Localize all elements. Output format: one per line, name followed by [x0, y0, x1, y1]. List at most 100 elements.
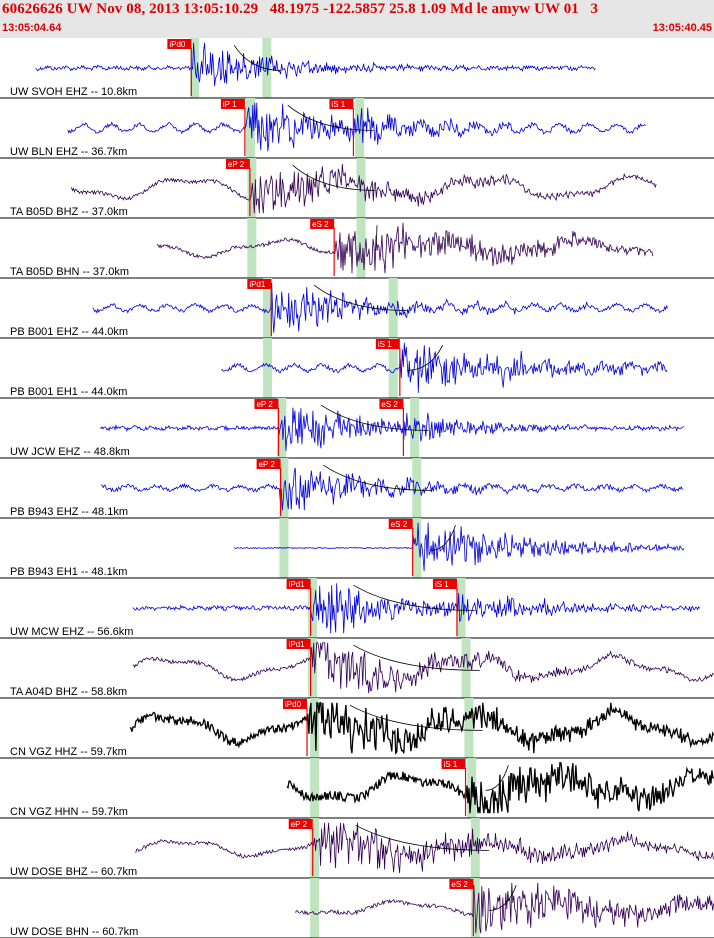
pick-label: iPd0	[169, 40, 186, 49]
pick-flag	[225, 159, 250, 169]
trace-panel: eS 2 PB B943 EH1 -- 48.1km	[0, 518, 714, 579]
waveform	[92, 282, 668, 333]
travel-time-curve	[355, 824, 490, 851]
travel-time-curve	[349, 704, 483, 731]
phase-window	[412, 458, 422, 518]
pick-flag	[449, 879, 474, 889]
phase-window	[456, 578, 466, 638]
phase-window	[410, 398, 420, 458]
waveform	[294, 882, 714, 934]
trace-panel: iP 1 iS 1 UW BLN EHZ -- 36.7km	[0, 98, 714, 159]
station-label: PB B943 EHZ -- 48.1km	[10, 506, 128, 518]
pick-label: eP 2	[228, 160, 245, 169]
station-label: UW DOSE BHN -- 60.7km	[10, 926, 138, 938]
trace-panel: iS 1 PB B001 EH1 -- 44.0km	[0, 338, 714, 399]
pick-flag	[288, 819, 313, 829]
waveform	[67, 102, 646, 152]
station-label: TA B05D BHN -- 37.0km	[10, 266, 129, 278]
pick-flag	[388, 519, 413, 529]
travel-time-curve	[489, 885, 517, 911]
travel-time-curve	[233, 44, 281, 71]
pick-flag	[254, 399, 279, 409]
travel-time-curve	[313, 284, 407, 311]
travel-time-curve	[323, 464, 431, 491]
pick-label: iS 1	[444, 760, 458, 769]
waveform	[99, 407, 684, 451]
station-label: PB B943 EH1 -- 48.1km	[10, 566, 127, 578]
waveform	[156, 222, 654, 274]
station-label: CN VGZ HHN -- 59.7km	[10, 806, 128, 818]
trace-panels: iPd0 UW SVOH EHZ -- 10.8km iP 1 iS 1 UW BLN …	[0, 38, 714, 938]
phase-window	[464, 698, 474, 758]
phase-window	[470, 818, 480, 878]
station-label: TA B05D BHZ -- 37.0km	[10, 206, 128, 218]
pick-flag	[286, 639, 311, 649]
travel-time-curve	[485, 765, 509, 791]
pick-label: eS 2	[391, 520, 408, 529]
phase-window	[263, 278, 273, 338]
phase-window	[356, 158, 366, 218]
pick-label: iP 1	[223, 100, 237, 109]
waveform	[129, 701, 714, 756]
phase-window	[388, 278, 398, 338]
pick-label: eS 2	[451, 880, 468, 889]
phase-window	[310, 698, 320, 758]
station-label: TA A04D BHZ -- 58.8km	[10, 686, 127, 698]
station-label: UW SVOH EHZ -- 10.8km	[10, 86, 137, 98]
pick-flag	[167, 39, 192, 49]
travel-time-curve	[321, 404, 429, 431]
pick-label: eP 2	[256, 400, 273, 409]
pick-flag	[329, 99, 354, 109]
waveform	[286, 762, 714, 814]
pick-label: iS 1	[378, 340, 392, 349]
end-time: 13:05:40.45	[652, 22, 712, 34]
phase-window	[310, 818, 320, 878]
pick-label: iPd0	[285, 700, 302, 709]
pick-label: eP 2	[259, 460, 276, 469]
pick-label: iPd1	[289, 640, 306, 649]
trace-panel: iPd0 CN VGZ HHZ -- 59.7km	[0, 698, 714, 759]
travel-time-curve	[374, 225, 378, 251]
phase-window	[277, 398, 287, 458]
pick-flag	[247, 279, 272, 289]
phase-window	[310, 878, 320, 938]
pick-flag	[379, 399, 404, 409]
pick-label: iS 1	[331, 100, 345, 109]
station-label: PB B001 EHZ -- 44.0km	[10, 326, 128, 338]
station-label: UW JCW EHZ -- 48.8km	[10, 446, 130, 458]
start-time: 13:05:04.64	[2, 22, 62, 34]
travel-time-curve	[292, 164, 375, 191]
pick-label: iPd1	[249, 280, 266, 289]
trace-panel: iPd1 TA A04D BHZ -- 58.8km	[0, 638, 714, 699]
trace-panel: iPd1 iS 1 UW MCW EHZ -- 56.6km	[0, 578, 714, 639]
pick-flag	[286, 579, 311, 589]
waveform	[71, 163, 657, 214]
pick-flag	[256, 459, 281, 469]
pick-label: eS 2	[312, 220, 329, 229]
trace-panel: eS 2 TA B05D BHN -- 37.0km	[0, 218, 714, 279]
travel-time-curve	[287, 104, 374, 131]
pick-flag	[375, 339, 400, 349]
travel-time-curve	[353, 644, 480, 671]
event-header: 60626626 UW Nov 08, 2013 13:05:10.29 48.…	[0, 0, 714, 38]
trace-panel: eP 2 PB B943 EHZ -- 48.1km	[0, 458, 714, 519]
phase-window	[245, 98, 255, 158]
phase-window	[263, 338, 273, 398]
waveform	[35, 42, 596, 87]
phase-window	[308, 578, 318, 638]
event-title: 60626626 UW Nov 08, 2013 13:05:10.29 48.…	[2, 1, 599, 17]
station-label: UW MCW EHZ -- 56.6km	[10, 626, 133, 638]
waveform	[135, 822, 714, 874]
station-label: PB B001 EH1 -- 44.0km	[10, 386, 127, 398]
phase-window	[355, 98, 365, 158]
pick-flag	[283, 699, 308, 709]
trace-panel: eP 2 TA B05D BHZ -- 37.0km	[0, 158, 714, 219]
waveform	[132, 642, 714, 694]
travel-time-curve	[430, 525, 456, 551]
pick-flag	[441, 759, 466, 769]
phase-window	[356, 218, 366, 278]
waveform	[132, 583, 700, 634]
pick-label: eP 2	[291, 820, 308, 829]
phase-window	[412, 518, 422, 578]
pick-flag	[432, 579, 457, 589]
